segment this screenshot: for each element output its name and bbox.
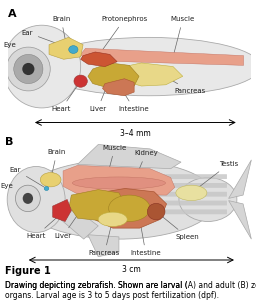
Text: Heart: Heart — [26, 216, 59, 239]
Text: Eye: Eye — [1, 183, 26, 197]
Polygon shape — [229, 201, 251, 239]
Text: Intestine: Intestine — [131, 222, 161, 256]
Text: 3–4 mm: 3–4 mm — [120, 129, 151, 138]
Polygon shape — [102, 79, 134, 96]
Ellipse shape — [44, 187, 49, 190]
Text: Intestine: Intestine — [119, 92, 150, 112]
Ellipse shape — [7, 167, 65, 232]
FancyBboxPatch shape — [77, 183, 227, 188]
Ellipse shape — [147, 203, 165, 220]
Polygon shape — [53, 200, 71, 221]
Ellipse shape — [15, 185, 40, 212]
Text: Pancreas: Pancreas — [89, 222, 120, 256]
FancyBboxPatch shape — [77, 174, 227, 179]
Text: Figure 1: Figure 1 — [5, 266, 51, 275]
Text: Drawing depicting zebrafish. Shown are larval (: Drawing depicting zebrafish. Shown are l… — [5, 281, 188, 290]
Text: Pancreas: Pancreas — [161, 74, 206, 94]
Text: Kidney: Kidney — [134, 150, 158, 180]
Polygon shape — [78, 145, 181, 169]
Polygon shape — [88, 188, 166, 228]
Text: Brain: Brain — [48, 149, 66, 177]
Text: Drawing depicting zebrafish. Shown are larval (​A​) and adult (​B​) zebrafish
or: Drawing depicting zebrafish. Shown are l… — [5, 281, 256, 300]
Polygon shape — [229, 160, 251, 198]
Polygon shape — [88, 63, 139, 90]
Ellipse shape — [22, 63, 34, 75]
FancyBboxPatch shape — [77, 209, 227, 214]
Text: Heart: Heart — [51, 83, 79, 112]
Polygon shape — [69, 190, 125, 220]
Text: 3 cm: 3 cm — [122, 265, 141, 274]
Ellipse shape — [23, 193, 33, 204]
Polygon shape — [88, 235, 119, 257]
Text: Liver: Liver — [89, 81, 109, 112]
Ellipse shape — [40, 172, 61, 187]
Text: Muscle: Muscle — [171, 16, 195, 54]
Text: Protonephros: Protonephros — [101, 16, 147, 51]
Ellipse shape — [74, 75, 87, 87]
Ellipse shape — [176, 185, 207, 201]
FancyBboxPatch shape — [77, 201, 227, 206]
Text: A: A — [8, 9, 16, 20]
Ellipse shape — [109, 195, 150, 221]
Ellipse shape — [69, 46, 78, 53]
Text: Eye: Eye — [4, 42, 27, 67]
Ellipse shape — [6, 47, 50, 91]
Ellipse shape — [179, 178, 237, 221]
Polygon shape — [53, 211, 98, 239]
Text: Brain: Brain — [52, 16, 70, 41]
Polygon shape — [81, 48, 244, 65]
Text: Spleen: Spleen — [158, 213, 199, 240]
FancyBboxPatch shape — [77, 192, 227, 197]
Text: Testis: Testis — [194, 161, 238, 191]
Ellipse shape — [21, 160, 217, 239]
Text: Ear: Ear — [22, 29, 71, 49]
Ellipse shape — [98, 212, 127, 226]
Ellipse shape — [72, 177, 165, 189]
Text: B: B — [5, 137, 14, 147]
Ellipse shape — [37, 38, 256, 96]
Text: Ear: Ear — [10, 167, 44, 187]
Polygon shape — [81, 52, 117, 67]
Polygon shape — [120, 63, 183, 86]
Ellipse shape — [3, 25, 81, 108]
Polygon shape — [63, 165, 175, 195]
Text: Liver: Liver — [55, 208, 82, 239]
Ellipse shape — [14, 54, 43, 84]
Text: Muscle: Muscle — [103, 145, 127, 168]
Polygon shape — [49, 38, 83, 59]
